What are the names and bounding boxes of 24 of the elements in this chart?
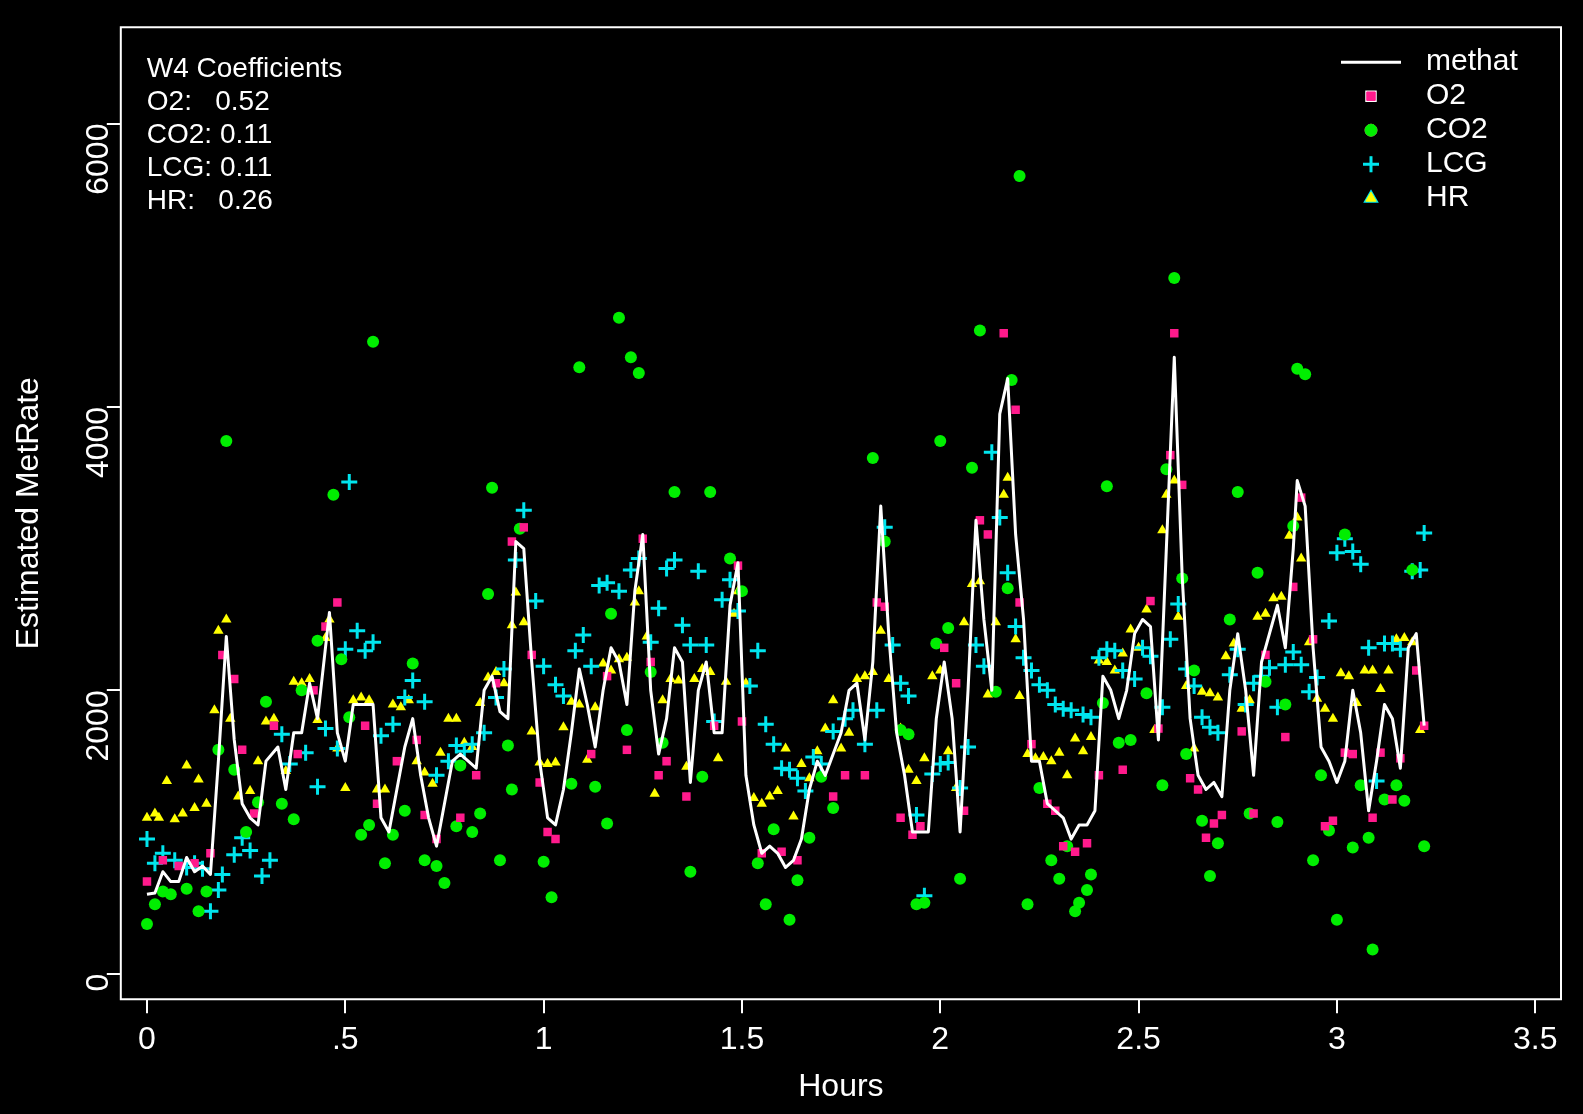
annotation: HR: 0.26 <box>146 183 273 215</box>
legend-label: methat <box>1426 43 1519 77</box>
legend-label: O2 <box>1426 77 1467 111</box>
legend-label: HR <box>1426 179 1470 213</box>
annotation: LCG: 0.11 <box>146 150 273 182</box>
y-tick-label: 4000 <box>78 406 115 479</box>
x-tick-label: 1.5 <box>719 1020 765 1057</box>
y-tick-label: 2000 <box>78 690 115 762</box>
x-tick-label: 0 <box>138 1020 156 1057</box>
y-tick-label: 0 <box>78 973 115 992</box>
x-tick-label: 3.5 <box>1512 1020 1558 1057</box>
y-tick-label: 6000 <box>78 123 115 195</box>
x-tick-label: 2 <box>931 1020 950 1057</box>
annotation: O2: 0.52 <box>146 84 270 116</box>
x-tick-label: 2.5 <box>1116 1020 1161 1057</box>
annotation: CO2: 0.11 <box>146 117 273 149</box>
x-axis-title: Hours <box>798 1066 884 1103</box>
legend-label: CO2 <box>1426 111 1488 145</box>
annotation: W4 Coefficients <box>146 51 343 83</box>
legend-label: LCG <box>1426 145 1488 179</box>
x-tick-label: 3 <box>1328 1020 1346 1057</box>
y-axis-title: Estimated MetRate <box>9 377 46 650</box>
x-tick-label: 1 <box>534 1020 553 1057</box>
x-tick-label: .5 <box>331 1020 359 1057</box>
